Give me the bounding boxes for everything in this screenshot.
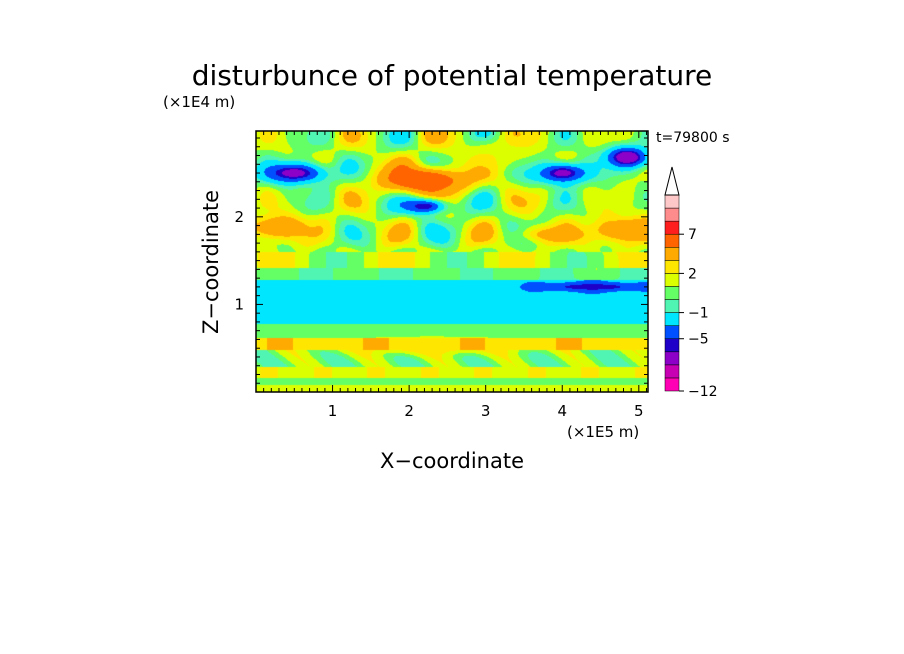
x-tick-label: 4 bbox=[557, 402, 567, 420]
colorbar-swatch bbox=[664, 260, 680, 274]
colorbar: −12−5−127 bbox=[664, 166, 718, 400]
colorbar-swatch bbox=[664, 233, 680, 248]
colorbar-swatch bbox=[664, 312, 680, 326]
colorbar-swatch bbox=[664, 351, 680, 366]
colorbar-swatch bbox=[664, 325, 680, 339]
y-tick-label: 2 bbox=[234, 208, 244, 226]
x-tick-label: 1 bbox=[328, 402, 338, 420]
colorbar-label: −1 bbox=[688, 306, 709, 322]
colorbar-swatch bbox=[664, 194, 680, 209]
y-unit-label: (×1E4 m) bbox=[163, 93, 235, 111]
colorbar-label: −5 bbox=[688, 332, 709, 348]
x-tick-label: 3 bbox=[481, 402, 491, 420]
colorbar-swatch bbox=[664, 299, 680, 313]
x-unit-label: (×1E5 m) bbox=[567, 423, 639, 441]
colorbar-label: 7 bbox=[688, 227, 697, 243]
x-axis-label: X−coordinate bbox=[380, 449, 524, 473]
contour-canvas bbox=[256, 131, 648, 392]
x-tick-label: 5 bbox=[634, 402, 644, 420]
y-axis-label: Z−coordinate bbox=[199, 190, 223, 334]
colorbar-label: −12 bbox=[688, 384, 718, 400]
colorbar-swatch bbox=[664, 247, 680, 261]
colorbar-swatch bbox=[664, 338, 680, 353]
time-label: t=79800 s bbox=[656, 130, 730, 146]
colorbar-swatch bbox=[664, 220, 680, 235]
y-tick-label: 1 bbox=[234, 295, 244, 313]
colorbar-swatch bbox=[664, 364, 680, 379]
colorbar-label: 2 bbox=[688, 266, 697, 282]
chart-title: disturbunce of potential temperature bbox=[192, 59, 713, 92]
x-axis: 1 2 3 4 5 bbox=[263, 131, 647, 420]
contour-field bbox=[256, 131, 648, 392]
plot-frame bbox=[255, 130, 649, 393]
colorbar-swatch bbox=[664, 207, 680, 222]
colorbar-swatch bbox=[664, 273, 680, 287]
colorbar-extend-arrow bbox=[664, 166, 680, 196]
colorbar-swatch bbox=[664, 286, 680, 300]
x-tick-label: 2 bbox=[404, 402, 414, 420]
colorbar-swatch bbox=[664, 377, 680, 392]
y-axis: 12 bbox=[234, 137, 648, 384]
